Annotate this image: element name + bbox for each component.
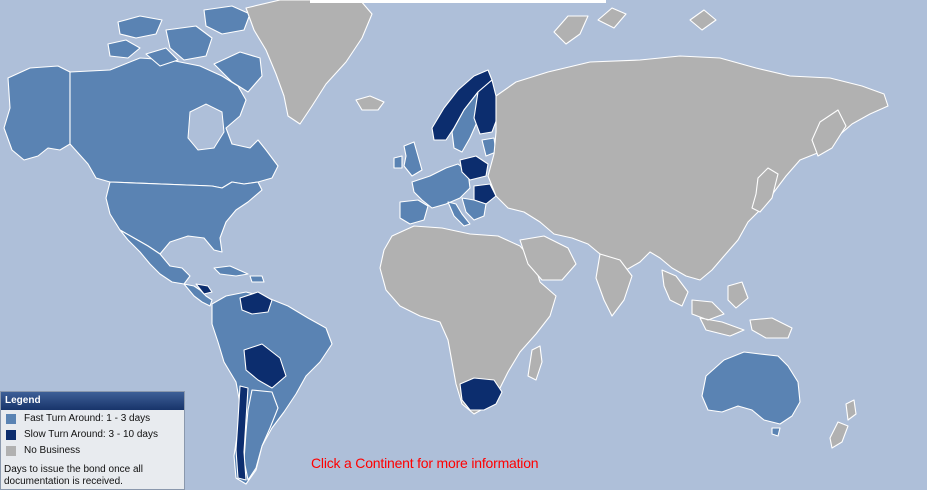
region-central-america[interactable] [183,283,213,307]
region-hispaniola[interactable] [249,275,265,283]
region-southeast-asia[interactable] [661,269,749,337]
region-asia[interactable] [487,55,889,281]
legend-label-none: No Business [24,445,81,456]
region-canada-islands[interactable] [107,5,263,93]
region-uk[interactable] [403,141,423,177]
region-finland[interactable] [473,79,499,135]
region-balkans[interactable] [461,197,487,221]
legend-item-slow: Slow Turn Around: 3 - 10 days [1,427,184,442]
region-iceland[interactable] [355,95,385,111]
continent-south-america[interactable] [211,291,333,485]
legend-label-fast: Fast Turn Around: 1 - 3 days [24,413,151,424]
region-cuba[interactable] [213,265,249,277]
region-south-africa[interactable] [459,377,503,411]
region-argentina[interactable] [243,389,279,481]
legend-swatch-none [6,445,16,456]
region-alaska[interactable] [3,65,71,161]
legend-title: Legend [1,392,184,410]
region-ireland[interactable] [393,155,403,169]
region-greenland[interactable] [245,0,373,125]
region-bolivia[interactable] [243,343,287,389]
click-continent-prompt: Click a Continent for more information [311,455,539,471]
region-australia[interactable] [701,351,801,425]
region-usa[interactable] [105,181,263,255]
top-edge-bar [310,0,606,3]
legend: Legend Fast Turn Around: 1 - 3 days Slow… [0,391,185,490]
region-romania[interactable] [473,183,497,205]
continent-asia[interactable] [487,7,889,339]
region-iberia[interactable] [399,199,429,225]
region-chile[interactable] [235,385,249,481]
region-tasmania[interactable] [771,427,781,437]
region-western-europe[interactable] [411,163,471,209]
region-madagascar[interactable] [527,345,543,381]
region-kamchatka[interactable] [811,109,847,157]
region-new-guinea[interactable] [749,317,793,339]
region-japan[interactable] [751,167,779,213]
legend-label-slow: Slow Turn Around: 3 - 10 days [24,429,158,440]
region-arabia[interactable] [519,235,577,281]
region-venezuela[interactable] [239,291,273,315]
legend-item-none: No Business [1,443,184,458]
legend-note: Days to issue the bond once all document… [4,464,143,487]
region-italy[interactable] [447,201,471,227]
continent-north-america[interactable] [3,0,373,307]
region-india[interactable] [595,253,633,317]
region-poland[interactable] [459,155,489,181]
continent-europe[interactable] [355,69,499,227]
legend-item-fast: Fast Turn Around: 1 - 3 days [1,411,184,426]
legend-swatch-fast [6,413,16,424]
region-siberia-north[interactable] [553,7,717,45]
bottom-edge [0,490,929,492]
continent-africa[interactable] [379,225,557,415]
right-edge [927,0,929,492]
region-mexico[interactable] [119,229,191,285]
legend-swatch-slow [6,429,16,440]
continent-oceania[interactable] [701,351,857,449]
region-honduras[interactable] [195,283,213,295]
region-new-zealand[interactable] [829,399,857,449]
